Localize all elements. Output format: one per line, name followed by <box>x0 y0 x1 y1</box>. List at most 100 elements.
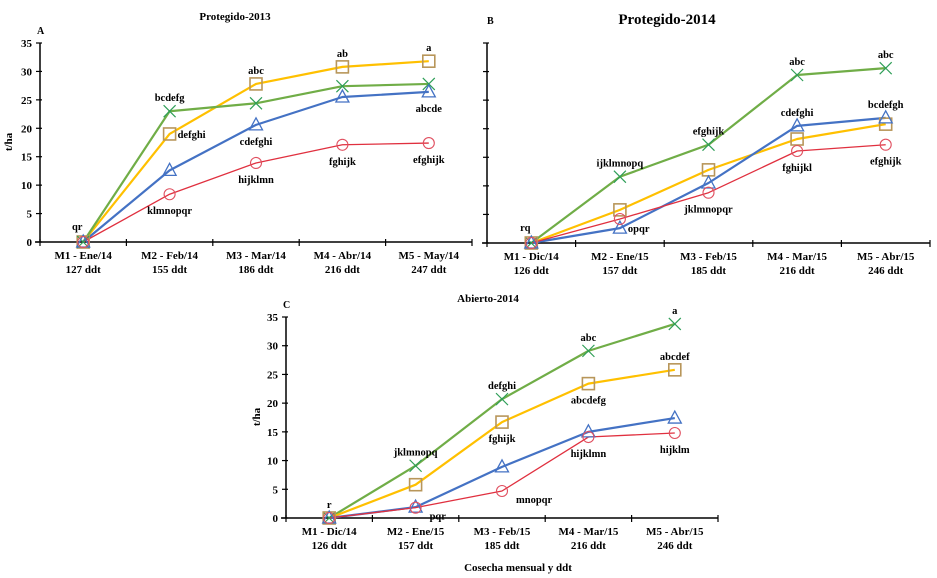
significance-label: defghi <box>488 381 516 392</box>
marker-circle <box>879 138 892 151</box>
y-axis-label: t/ha <box>251 407 263 426</box>
marker-triangle <box>162 161 178 177</box>
x-tick-label: M3 - Mar/14 <box>226 250 286 262</box>
marker-circle <box>668 426 681 440</box>
significance-label: bcdefgh <box>868 100 904 111</box>
x-tick-sublabel: 127 ddt <box>66 264 101 276</box>
y-tick-label: 35 <box>267 312 279 324</box>
x-tick-label: M3 - Feb/15 <box>680 251 737 263</box>
x-tick-sublabel: 216 ddt <box>571 540 606 552</box>
x-tick-label: M2 - Feb/14 <box>141 250 198 262</box>
y-tick-label: 0 <box>273 513 279 525</box>
y-tick-label: 25 <box>21 95 33 107</box>
marker-square <box>335 60 350 74</box>
marker-circle <box>163 188 176 201</box>
significance-label: abc <box>789 57 805 68</box>
marker-x <box>249 96 263 110</box>
chart-panel-a: Protegido-2013 At/ha 0 5 10 15 20 25 30 35 M1 - En… <box>3 11 473 276</box>
x-tick-label: M3 - Feb/15 <box>474 526 531 538</box>
marker-x <box>495 392 509 406</box>
marker-circle <box>422 137 435 150</box>
significance-label: klmnopqr <box>147 206 192 217</box>
series-line-square <box>82 60 429 243</box>
chart-panel-b: Protegido-2014 B M1 - Dic/14 126 ddt M2 - En… <box>482 12 931 277</box>
y-tick-label: 0 <box>27 237 33 249</box>
marker-triangle <box>580 423 596 438</box>
marker-circle <box>582 430 595 444</box>
significance-label: efghijk <box>870 157 902 168</box>
significance-label: rq <box>520 223 530 234</box>
chart-title: Protegido-2014 <box>618 12 716 28</box>
panel-letter: B <box>487 16 494 27</box>
y-tick-label: 35 <box>21 38 33 50</box>
marker-square <box>249 77 263 91</box>
significance-label: fghijkl <box>782 163 812 174</box>
x-tick-sublabel: 126 ddt <box>514 265 549 277</box>
significance-label: cdefghi <box>781 108 814 119</box>
marker-circle <box>323 511 336 525</box>
series-line-square <box>530 123 886 245</box>
x-tick-label: M5 - Abr/15 <box>857 251 915 263</box>
significance-label: ab <box>337 49 348 60</box>
x-tick-label: M1 - Dic/14 <box>504 251 559 263</box>
series-line-triangle <box>329 416 675 520</box>
series-line-square <box>328 368 675 520</box>
x-tick-sublabel: 216 ddt <box>325 264 360 276</box>
marker-circle <box>702 186 715 199</box>
y-tick-label: 30 <box>267 341 279 353</box>
significance-label: fghijk <box>489 434 516 445</box>
x-tick-sublabel: 185 ddt <box>484 540 519 552</box>
panel-letter: C <box>283 300 290 311</box>
significance-label: jklmnopq <box>393 448 438 459</box>
marker-square <box>421 54 436 68</box>
significance-label: bcdefg <box>155 93 185 104</box>
x-tick-label: M4 - Mar/15 <box>558 526 618 538</box>
chart-title: Protegido-2013 <box>199 11 271 23</box>
marker-x <box>790 68 804 82</box>
marker-circle <box>525 236 538 250</box>
marker-circle <box>791 144 804 158</box>
x-tick-label: M4 - Abr/14 <box>314 250 372 262</box>
x-tick-sublabel: 157 ddt <box>398 540 433 552</box>
marker-circle <box>495 484 509 498</box>
x-tick-sublabel: 157 ddt <box>602 265 637 277</box>
x-tick-sublabel: 246 ddt <box>657 540 692 552</box>
x-tick-label: M5 - May/14 <box>399 250 460 262</box>
x-tick-label: M1 - Dic/14 <box>302 526 357 538</box>
significance-label: fghijk <box>329 157 356 168</box>
x-tick-sublabel: 186 ddt <box>238 264 273 276</box>
significance-label: cdefghi <box>240 137 273 148</box>
marker-circle <box>77 235 90 249</box>
y-tick-label: 20 <box>21 123 33 135</box>
marker-x <box>702 138 715 152</box>
marker-triangle <box>612 219 628 234</box>
series-line-circle <box>329 432 675 519</box>
significance-label: opqr <box>628 224 650 235</box>
marker-square <box>408 477 423 492</box>
marker-square <box>581 376 596 391</box>
significance-label: a <box>426 43 432 54</box>
marker-circle <box>249 156 263 170</box>
marker-triangle <box>789 117 805 132</box>
panel-letter: A <box>37 26 45 37</box>
series-line-x <box>530 67 886 244</box>
marker-x <box>163 104 177 118</box>
significance-label: jklmnopqr <box>683 205 733 216</box>
series-line-circle <box>82 142 429 243</box>
chart-panel-c: Abierto-2014 Ct/ha 0 5 10 15 20 25 30 35 M1 - Dic/… <box>251 293 719 552</box>
significance-label: efghijk <box>693 127 725 138</box>
marker-circle <box>336 138 349 151</box>
significance-label: abcdef <box>660 352 690 363</box>
marker-circle <box>409 501 422 514</box>
significance-label: abcdefg <box>571 396 607 407</box>
marker-x <box>668 317 682 331</box>
y-tick-label: 5 <box>273 484 279 496</box>
marker-square <box>495 415 509 429</box>
x-tick-sublabel: 247 ddt <box>411 264 446 276</box>
significance-label: efghijk <box>413 155 445 166</box>
significance-label: defghi <box>178 130 206 141</box>
x-tick-sublabel: 155 ddt <box>152 264 187 276</box>
y-tick-label: 10 <box>267 456 279 468</box>
chart-title: Abierto-2014 <box>457 293 519 305</box>
x-tick-sublabel: 126 ddt <box>312 540 347 552</box>
